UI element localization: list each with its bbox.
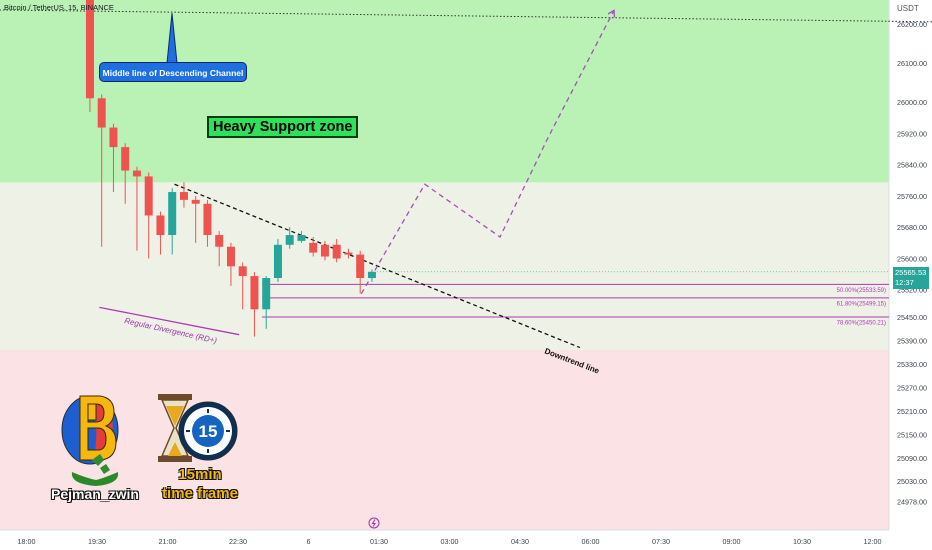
candle-body [320, 244, 329, 257]
candle-body [168, 192, 177, 236]
time-tick-label: 07:30 [652, 537, 670, 546]
current-price-value: 25565.53 [895, 267, 927, 277]
price-tick-label: 25390.00 [897, 337, 927, 346]
clock-number: 15 [199, 422, 218, 441]
price-tick-label: 25520.00 [897, 286, 927, 295]
time-tick-label: 04:30 [511, 537, 529, 546]
candle-body [144, 176, 153, 216]
time-tick-label: 22:30 [229, 537, 247, 546]
price-tick-label: 25680.00 [897, 223, 927, 232]
price-tick-label: 25030.00 [897, 477, 927, 486]
candle-body [273, 244, 282, 279]
price-tick-label: 25090.00 [897, 454, 927, 463]
candle-body [309, 242, 318, 253]
price-tick-label: 25760.00 [897, 192, 927, 201]
timeframe-label-line2: time frame [162, 485, 238, 502]
candle-body [344, 252, 353, 255]
price-tick-label: 25150.00 [897, 430, 927, 439]
bar-countdown: 12:37 [895, 277, 914, 287]
candle-body [121, 147, 130, 171]
price-tick-label: 25210.00 [897, 407, 927, 416]
projection-path [360, 10, 615, 294]
author-name: Pejman_zwin [51, 486, 139, 502]
lower-background [0, 350, 932, 550]
price-tick-label: 26100.00 [897, 59, 927, 68]
candle-body [215, 235, 224, 247]
support-zone-area [0, 0, 889, 183]
candle-body [250, 276, 259, 310]
time-tick-label: 06:00 [582, 537, 600, 546]
price-tick-label: 25330.00 [897, 360, 927, 369]
candle-body [238, 266, 247, 277]
time-tick-label: 10:30 [793, 537, 811, 546]
replay-icon[interactable] [368, 517, 380, 529]
candle-body [262, 278, 271, 310]
candle-body [332, 244, 341, 259]
divergence-line [99, 306, 240, 336]
time-tick-label: 01:30 [370, 537, 388, 546]
price-tick-label: 26200.00 [897, 20, 927, 29]
time-tick-label: 6 [307, 537, 311, 546]
candle-body [285, 235, 294, 245]
candle-body [97, 98, 106, 128]
price-tick-label: 24978.00 [897, 498, 927, 507]
price-axis-ticks: 26280.0026200.0026100.0026000.0025920.00… [897, 20, 927, 507]
fib-level-label: 50.00%(25533.59) [837, 288, 886, 294]
projection-arrowhead [607, 9, 616, 18]
price-tick-label: 26000.00 [897, 98, 927, 107]
fib-level-label: 61.80%(25499.15) [837, 301, 886, 307]
candle-body [356, 254, 365, 279]
candle-body [226, 246, 235, 267]
bitcoin-logo-icon [61, 395, 119, 486]
price-tick-label: 25840.00 [897, 161, 927, 170]
fib-level-label: 78.60%(25450.21) [837, 321, 886, 327]
time-axis-background [0, 530, 932, 550]
candle-body [191, 199, 200, 204]
channel-middle-callout: Middle line of Descending Channel [99, 62, 247, 82]
time-tick-label: 03:00 [441, 537, 459, 546]
channel-middle-line [0, 9, 932, 23]
price-tick-label: 25600.00 [897, 254, 927, 263]
axis-unit-label[interactable]: USDT [897, 4, 919, 13]
symbol-title[interactable]: Bitcoin / TetherUS, 15, BINANCE [4, 3, 114, 12]
time-tick-label: 19:30 [88, 537, 106, 546]
price-tick-label: 25920.00 [897, 129, 927, 138]
time-tick-label: 12:00 [864, 537, 882, 546]
time-axis-ticks: 18:00 19:30 21:00 22:30 6 01:30 03:00 04:30 06:0… [18, 537, 882, 546]
candle-body [109, 127, 118, 148]
candle-body [156, 215, 165, 236]
price-tick-label: 25270.00 [897, 383, 927, 392]
time-tick-label: 21:00 [159, 537, 177, 546]
candle-body [367, 271, 376, 279]
time-tick-label: 09:00 [723, 537, 741, 546]
support-zone-label: Heavy Support zone [207, 116, 359, 138]
candle-body [203, 203, 212, 236]
time-tick-label: 18:00 [18, 537, 36, 546]
price-tick-label: 25450.00 [897, 313, 927, 322]
current-price-tag: 25565.53 12:37 [893, 266, 929, 289]
trend-lines [0, 9, 932, 349]
candle-body [297, 235, 306, 241]
candle-body [132, 170, 141, 177]
candles [85, 0, 889, 337]
clock-icon: 15 [178, 401, 238, 461]
candle-body [85, 0, 94, 99]
candle-body [179, 192, 188, 200]
timeframe-label-line1: 15min [178, 466, 222, 483]
